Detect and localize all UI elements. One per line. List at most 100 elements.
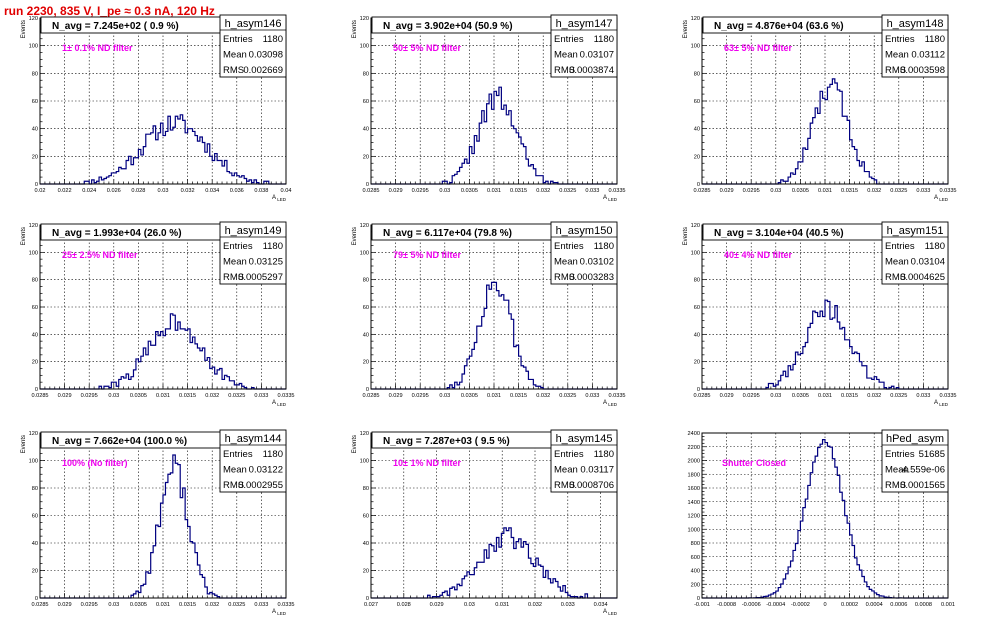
- navg-label: N_avg = 7.287e+03 ( 9.5 %): [383, 436, 510, 447]
- filter-label: Shutter Closed: [722, 458, 786, 468]
- tick-label-y: 400: [691, 569, 700, 575]
- stats-label: Mean: [885, 50, 909, 61]
- x-axis-label: A LED: [272, 195, 287, 202]
- tick-label-x: 0.032: [205, 393, 219, 399]
- tick-label-y: 20: [32, 154, 38, 160]
- tick-label-y: 80: [32, 71, 38, 77]
- tick-label-x: -0.001: [694, 602, 710, 608]
- stats-value: 1180: [594, 449, 614, 460]
- stats-value: 0.0003283: [569, 272, 614, 283]
- tick-label-y: 0: [35, 596, 38, 602]
- stats-label: Mean: [554, 257, 578, 268]
- histogram-panel-h_asym149: 0 20 40 60 80 100 120 0.0285 0.029 0.0295 0.03 0.03…: [21, 221, 295, 407]
- tick-label-y: 60: [32, 305, 38, 311]
- stats-value: 0.002669: [243, 65, 283, 76]
- tick-label-y: 120: [691, 223, 700, 229]
- tick-label-x: 0.0305: [792, 393, 809, 399]
- tick-label-y: 80: [363, 486, 369, 492]
- tick-label-x: 0.024: [82, 188, 96, 194]
- stats-label: RMS: [554, 65, 575, 76]
- tick-label-y: 100: [360, 459, 369, 465]
- tick-label-y: 20: [694, 360, 700, 366]
- tick-label-x: 0.029: [389, 188, 403, 194]
- histogram-line: [40, 313, 286, 390]
- stats-value: 0.0002955: [238, 480, 283, 491]
- tick-label-x: 0.0002: [841, 602, 858, 608]
- stats-label: RMS: [223, 480, 244, 491]
- tick-label-x: 0.032: [181, 188, 195, 194]
- stats-box: [550, 14, 618, 78]
- tick-label-y: 100: [360, 250, 369, 256]
- tick-label-x: -0.0004: [766, 602, 785, 608]
- stats-label: RMS: [885, 65, 906, 76]
- tick-label-x: 0.02: [35, 188, 46, 194]
- x-axis-label: A LED: [272, 609, 287, 616]
- x-axis-label: A LED: [603, 400, 618, 407]
- histogram-panel-h_asym150: 0 20 40 60 80 100 120 0.0285 0.029 0.0295 0.03 0.03…: [352, 221, 626, 407]
- tick-label-y: 20: [363, 569, 369, 575]
- tick-label-x: 0.0325: [228, 393, 245, 399]
- tick-label-y: 100: [29, 250, 38, 256]
- stats-value: 0.0003598: [900, 65, 945, 76]
- tick-label-y: 1800: [688, 472, 700, 478]
- tick-label-y: 2200: [688, 445, 700, 451]
- navg-label: N_avg = 3.104e+04 (40.5 %): [714, 228, 844, 239]
- stats-box: [219, 429, 287, 493]
- tick-label-x: 0.0325: [890, 188, 907, 194]
- tick-label-x: 0.0325: [559, 188, 576, 194]
- stats-value: 0.0008706: [569, 480, 614, 491]
- stats-label: Entries: [554, 34, 584, 45]
- stats-label: RMS: [554, 480, 575, 491]
- stats-box: [219, 221, 287, 285]
- tick-label-y: 60: [363, 305, 369, 311]
- stats-label: Mean: [554, 465, 578, 476]
- tick-label-y: 120: [360, 431, 369, 437]
- filter-label: 63± 5% ND filter: [724, 43, 792, 53]
- tick-label-y: 40: [32, 127, 38, 133]
- tick-label-x: 0.0325: [228, 602, 245, 608]
- tick-label-x: 0.0295: [743, 188, 760, 194]
- tick-label-x: 0.032: [867, 393, 881, 399]
- tick-label-x: 0.03: [464, 602, 475, 608]
- tick-label-x: 0.034: [205, 188, 219, 194]
- stats-label: RMS: [223, 65, 244, 76]
- tick-label-x: 0.033: [254, 393, 268, 399]
- run-title: run 2230, 835 V, I_pe ≈ 0.3 nA, 120 Hz: [4, 4, 215, 18]
- stats-label: Entries: [223, 241, 253, 252]
- stats-box: [550, 221, 618, 285]
- y-axis-label: Events: [352, 227, 358, 245]
- navg-label: N_avg = 7.662e+04 (100.0 %): [52, 436, 187, 447]
- stats-label: Entries: [554, 241, 584, 252]
- tick-label-y: 800: [691, 541, 700, 547]
- filter-label: 50± 5% ND filter: [393, 43, 461, 53]
- tick-label-x: 0.0285: [362, 393, 379, 399]
- tick-label-y: 0: [366, 596, 369, 602]
- tick-label-x: 0.0305: [130, 393, 147, 399]
- navg-label: N_avg = 3.902e+04 (50.9 %): [383, 21, 513, 32]
- tick-label-x: 0.029: [430, 602, 444, 608]
- stats-label: Entries: [554, 449, 584, 460]
- stats-box: [881, 14, 949, 78]
- tick-label-x: -0.0006: [742, 602, 761, 608]
- tick-label-y: 60: [363, 514, 369, 520]
- tick-label-x: 0.0305: [461, 188, 478, 194]
- histogram-panel-h_asym151: 0 20 40 60 80 100 120 0.0285 0.029 0.0295 0.03 0.03…: [683, 221, 957, 407]
- tick-label-x: 0.03: [158, 188, 169, 194]
- stats-value: 1180: [263, 34, 283, 45]
- tick-label-y: 80: [363, 278, 369, 284]
- tick-label-x: 0.03: [439, 188, 450, 194]
- tick-label-x: 0.0315: [510, 393, 527, 399]
- filter-label: 79± 5% ND filter: [393, 250, 461, 260]
- tick-label-x: 0.0008: [915, 602, 932, 608]
- filter-label: 100% (No filter): [62, 458, 128, 468]
- y-axis-label: Events: [683, 227, 689, 245]
- tick-label-x: 0.001: [941, 602, 955, 608]
- tick-label-x: 0.029: [58, 393, 72, 399]
- tick-label-y: 100: [360, 44, 369, 50]
- y-axis-label: Events: [21, 20, 27, 38]
- tick-label-x: -0.0002: [791, 602, 810, 608]
- tick-label-x: 0.0335: [939, 188, 956, 194]
- tick-label-y: 60: [363, 99, 369, 105]
- histogram-panel-h_asym147: 0 20 40 60 80 100 120 0.0285 0.029 0.0295 0.03 0.03…: [352, 14, 626, 202]
